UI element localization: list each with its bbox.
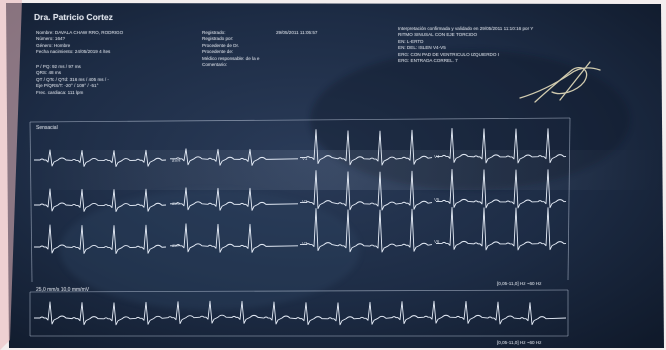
ecg-grid [29,117,571,337]
interpretation-line: Interpretación confirmada y validado en … [398,26,534,31]
ecg-trace [34,300,567,326]
ecg-trace [436,127,567,164]
record-date: 29/05/2011 11:05:57 [276,30,318,35]
lead-label: V2 [302,199,308,204]
record-field: Registrado por: [202,36,234,42]
interpretation-line: EN: DEL: ISLEN V4-V5 [398,45,446,51]
record-field: Comentario: [202,62,228,68]
interpretation: Interpretación confirmada y validado en … [398,26,533,64]
speed-label: 25,0 mm/s 10,0 mm/mV [36,287,90,293]
ecg-traces [34,127,567,326]
ecg-trace [170,223,299,253]
ecg-trace [436,168,567,209]
lead-label: aVR [172,158,181,163]
patient-number: Número: 164? [36,36,66,42]
measurement-qrs: QRS: 48 ms [36,70,62,76]
lead-label: V5 [434,197,440,202]
record-field: Registrado: [202,30,226,35]
lead-label: V1 [302,156,308,161]
lead-label: V4 [434,154,440,159]
measurement-hr: Frec. cardiaca: 111 lpm [36,89,84,95]
patient-gender: Género: Hombre [36,42,71,48]
record-field: Médico responsable: de la e [202,55,260,61]
lead-label: V6 [434,239,440,244]
signature-mark [519,61,601,103]
patient-info: Nombre: DAVALA CHAW RRO, RODRIGO Número:… [36,30,123,56]
record-field: Procedente de Dr. [202,42,240,48]
ecg-trace [436,206,567,251]
patient-dob: Fecha nacimiento: 24/05/2019 4 /tes [36,49,111,55]
measurement-pr: P / PQ: 92 ms / 97 ms [36,64,81,69]
ecg-trace [170,148,299,166]
interpretation-line: RITMO SINUSAL CON EJE TORCIDO [398,32,478,38]
ecg-trace [300,208,433,253]
ecg-trace [300,170,433,211]
record-info: Registrado: Registrado por: Procedente d… [202,30,259,68]
ecg-trace [170,187,299,211]
lead-label: aVF [172,243,181,248]
ecg-trace [34,224,167,255]
ecg-trace [34,188,167,213]
interpretation-line: ERG: ENTRADA CORREL. 7 [398,58,458,64]
strip-label: Sensacial [36,125,58,131]
interpretation-line: EN: L-ERTD [398,38,424,44]
lead-label: aVL [172,201,180,206]
page-title: Dra. Patricio Cortez [34,12,113,22]
filter-label: [0,05-11,0] Hz ~60 Hz [497,281,542,286]
measurement-qt: QT / QTc / QTd: 316 ms / 405 ms / - [36,76,109,82]
filter-label-rhythm: [0,05-11,0] Hz ~60 Hz [497,340,542,345]
record-field: Procedente de: [202,49,234,55]
ecg-trace [300,129,433,166]
measurement-axis: Eje P/QRS/T: -20° / 109° / -51° [36,83,99,89]
measurements: P / PQ: 92 ms / 97 ms QRS: 48 ms QT / QT… [36,64,109,96]
interpretation-line: ERG: CON PAD DE VENTRICULO IZQUIERDO I [398,51,499,57]
lead-label: V3 [302,241,308,246]
patient-name: Nombre: DAVALA CHAW RRO, RODRIGO [36,30,124,35]
ecg-trace [34,149,167,168]
